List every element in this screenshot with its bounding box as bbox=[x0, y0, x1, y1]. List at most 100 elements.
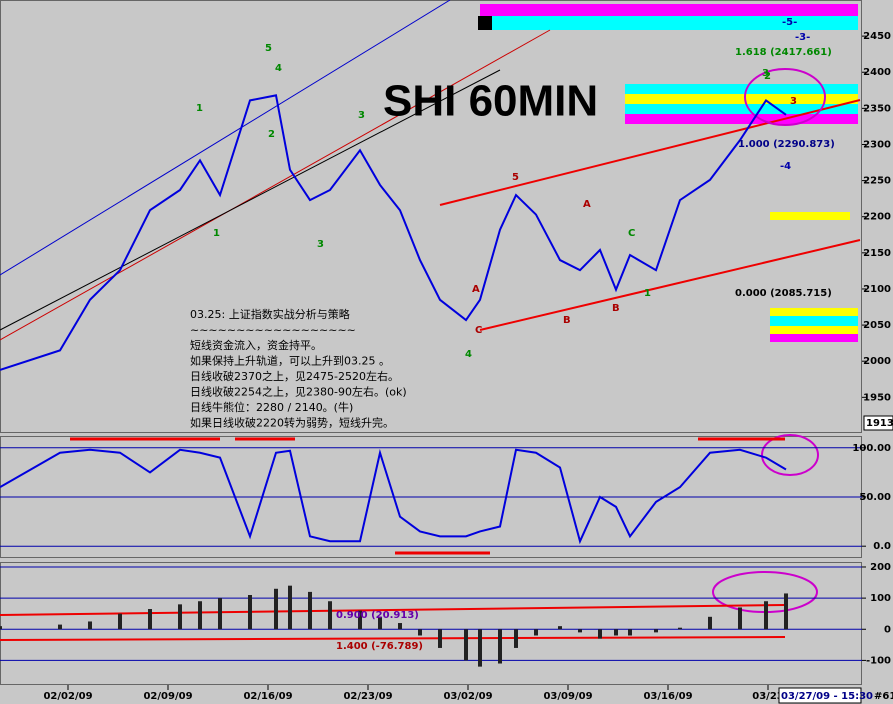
annotation: 1 bbox=[644, 288, 651, 299]
last-box bbox=[863, 415, 893, 431]
series-line bbox=[0, 94, 787, 371]
bar bbox=[308, 591, 312, 630]
y-tick-label: 100.00 bbox=[852, 443, 891, 454]
note-line: 03.25: 上证指数实战分析与策略 bbox=[190, 307, 350, 321]
y-tick-label: 1950 bbox=[863, 392, 891, 403]
cursor-label: 03/27/09 - 15:30 bbox=[781, 691, 873, 702]
bar bbox=[288, 585, 292, 630]
y-tick-label: 200 bbox=[870, 562, 891, 573]
annotation: 0.900 (20.913) bbox=[336, 610, 419, 621]
bar bbox=[178, 604, 182, 630]
y-tick-label: 0.0 bbox=[873, 541, 891, 552]
y-tick-label: 2000 bbox=[863, 356, 891, 367]
y-tick-label: 2400 bbox=[863, 67, 891, 78]
annotation: B bbox=[563, 315, 571, 326]
annotation: 0.000 (2085.715) bbox=[735, 288, 832, 299]
bar bbox=[628, 629, 632, 636]
bar bbox=[784, 593, 788, 630]
annotation: 3 bbox=[790, 96, 797, 107]
bar bbox=[578, 629, 582, 633]
annotation: 1.400 (-76.789) bbox=[336, 641, 423, 652]
y-tick-label: 2200 bbox=[863, 212, 891, 223]
annotation: -3- bbox=[795, 32, 810, 43]
bar bbox=[58, 624, 62, 630]
bar bbox=[708, 616, 712, 630]
y-tick-label: 2050 bbox=[863, 320, 891, 331]
y-tick-label: 2450 bbox=[863, 31, 891, 42]
x-tick-label: 03/23 bbox=[752, 691, 784, 702]
annotation: B bbox=[612, 303, 620, 314]
bar bbox=[478, 629, 482, 667]
note-line: 日线收破2254之上，见2380-90左右。(ok) bbox=[190, 385, 407, 399]
x-tick-label: 02/23/09 bbox=[343, 691, 392, 702]
annotation: 5 bbox=[265, 43, 272, 54]
note-line: 如果保持上升轨道，可以上升到03.25 。 bbox=[190, 354, 390, 368]
x-tick-label: 02/09/09 bbox=[143, 691, 192, 702]
bar bbox=[764, 601, 768, 630]
annotation: -5- bbox=[782, 17, 797, 28]
annotation: 1 bbox=[213, 228, 220, 239]
bar bbox=[418, 629, 422, 636]
note-line: 日线牛熊位：2280 / 2140。(牛) bbox=[190, 400, 353, 414]
y-tick-label: 2250 bbox=[863, 176, 891, 187]
bar bbox=[118, 613, 122, 630]
cursor-box bbox=[778, 687, 862, 704]
series-line bbox=[0, 448, 787, 545]
level-boxes bbox=[0, 0, 861, 641]
annotation: 2 bbox=[764, 71, 771, 82]
annotation: 4 bbox=[465, 349, 472, 360]
note-line: 日线收破2370之上，见2475-2520左右。 bbox=[190, 369, 399, 383]
annotation: C bbox=[475, 325, 482, 336]
annotation: 4 bbox=[275, 63, 282, 74]
bar bbox=[248, 595, 252, 630]
bar bbox=[498, 629, 502, 664]
bar bbox=[88, 621, 92, 630]
bar bbox=[614, 629, 618, 636]
chart-title: SHI 60MIN bbox=[383, 77, 598, 126]
bar bbox=[358, 610, 362, 630]
y-tick-label: -100 bbox=[866, 655, 891, 666]
y-tick-label: 2100 bbox=[863, 284, 891, 295]
annotation: 2 bbox=[268, 129, 275, 140]
note-line: 短线资金流入，资金持平。 bbox=[190, 338, 322, 352]
bar bbox=[274, 588, 278, 630]
y-tick-label: 50.00 bbox=[859, 492, 891, 503]
price-pane bbox=[0, 0, 862, 433]
bar bbox=[514, 629, 518, 648]
bar bbox=[218, 598, 222, 630]
bar bbox=[0, 626, 2, 630]
bar bbox=[534, 629, 538, 636]
annotation: A bbox=[472, 284, 480, 295]
bar bbox=[678, 627, 682, 630]
x-tick-label: 03/02/09 bbox=[443, 691, 492, 702]
annotation: 1 bbox=[196, 103, 203, 114]
y-tick-label: 0 bbox=[884, 624, 891, 635]
bar bbox=[598, 629, 602, 639]
bar bbox=[398, 623, 402, 630]
corner-label: #61 bbox=[874, 691, 893, 702]
bar bbox=[738, 607, 742, 630]
bar bbox=[378, 616, 382, 630]
x-tick-label: 02/02/09 bbox=[43, 691, 92, 702]
bar bbox=[654, 629, 658, 633]
macd-pane bbox=[0, 562, 862, 685]
annotation: 1.618 (2417.661) bbox=[735, 47, 832, 58]
y-tick-label: 2300 bbox=[863, 139, 891, 150]
x-tick-label: 03/16/09 bbox=[643, 691, 692, 702]
bar bbox=[198, 601, 202, 630]
annotation: 3 bbox=[762, 68, 769, 79]
note-line: 如果日线收破2220转为弱势，短线升完。 bbox=[190, 416, 394, 430]
notes-box bbox=[185, 306, 445, 430]
annotation: 3 bbox=[317, 239, 324, 250]
bar bbox=[464, 629, 468, 661]
annotation: A bbox=[583, 199, 591, 210]
x-tick-label: 02/16/09 bbox=[243, 691, 292, 702]
bar bbox=[148, 609, 152, 630]
note-line: ~~~~~~~~~~~~~~~~~~ bbox=[190, 324, 356, 337]
bar bbox=[328, 601, 332, 630]
y-tick-label: 2350 bbox=[863, 103, 891, 114]
last-label: 1913. bbox=[866, 418, 893, 429]
annotation: C bbox=[628, 228, 635, 239]
